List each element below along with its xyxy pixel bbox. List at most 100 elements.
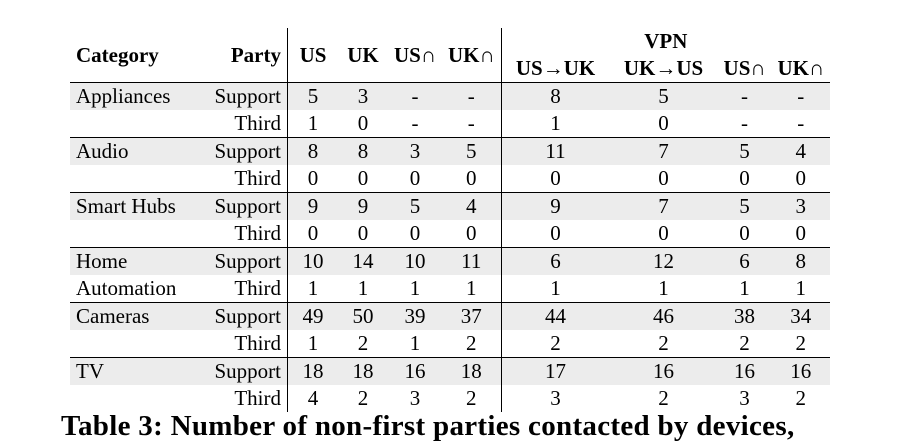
cell-value: - [388, 82, 442, 110]
header-vpn-us-intersection: US∩ [723, 56, 766, 80]
cell-value: - [797, 111, 805, 135]
table-row: Cameras Support 49 50 39 37 44 46 38 34 [70, 302, 831, 330]
table-row: Home Support 10 14 10 11 6 12 6 8 [70, 247, 831, 275]
cell-category: Cameras [70, 302, 197, 330]
cell-category [70, 110, 197, 138]
cell-value: 0 [357, 111, 369, 135]
cell-value: 5 [717, 137, 772, 165]
cell-value: 9 [500, 192, 610, 220]
cell-party: Third [234, 386, 281, 410]
cell-category: TV [70, 357, 197, 385]
cell-value: 5 [441, 137, 502, 165]
cell-value: 0 [795, 166, 807, 190]
cell-category: Audio [70, 137, 197, 165]
cell-value: 0 [287, 220, 338, 248]
cell-value: 0 [658, 221, 669, 245]
cell-value: 1 [409, 276, 421, 300]
cell-value: 9 [338, 192, 388, 220]
cell-value: 2 [357, 386, 369, 410]
cell-value: 0 [466, 166, 477, 190]
cell-value: 5 [717, 192, 772, 220]
cell-value: 18 [287, 357, 338, 385]
cell-value: 0 [466, 221, 477, 245]
cell-category [70, 165, 197, 193]
cell-value: 5 [609, 82, 718, 110]
cell-value: 6 [500, 247, 610, 275]
cell-value: 2 [466, 386, 477, 410]
cell-value: 38 [717, 302, 772, 330]
results-table: Category Party US UK US∩ UK∩ VPN US→UK U… [70, 28, 831, 412]
table-row: Third 1 2 1 2 2 2 2 2 [70, 330, 830, 358]
cell-value: 16 [609, 357, 718, 385]
cell-value: 1 [409, 331, 421, 355]
cell-category: Smart Hubs [70, 192, 197, 220]
cell-value: 0 [500, 220, 610, 248]
header-vpn-uk-intersection: UK∩ [777, 56, 825, 80]
table-row: Automation Third 1 1 1 1 1 1 1 1 [70, 275, 830, 303]
cell-category [70, 385, 197, 412]
cell-value: 17 [500, 357, 610, 385]
cell-value: 1 [287, 110, 338, 138]
cell-value: 3 [388, 137, 442, 165]
table-row: Third 1 0- -1 0- - [70, 110, 830, 138]
cell-value: 5 [287, 82, 338, 110]
cell-party: Third [234, 331, 281, 355]
cell-value: 2 [795, 386, 807, 410]
cell-value: 50 [338, 302, 388, 330]
cell-value: 16 [771, 357, 831, 385]
cell-value: 8 [500, 82, 610, 110]
cell-party: Support [197, 357, 288, 385]
header-vpn: VPN [500, 28, 831, 55]
cell-value: 0 [795, 221, 807, 245]
cell-value: 0 [658, 166, 669, 190]
table-caption: Table 3: Number of non-first parties con… [61, 410, 795, 442]
cell-party: Third [234, 166, 281, 190]
cell-value: 16 [388, 357, 442, 385]
cell-value: 44 [500, 302, 610, 330]
cell-value: 18 [441, 357, 502, 385]
table-row: Third 0 0 0 0 0 0 0 0 [70, 220, 830, 248]
cell-value: 1 [500, 275, 610, 303]
cell-value: 34 [771, 302, 831, 330]
cell-value: - [741, 111, 749, 135]
cell-value: 4 [287, 385, 338, 412]
cell-value: 12 [609, 247, 718, 275]
cell-value: 16 [717, 357, 772, 385]
cell-value: 8 [287, 137, 338, 165]
cell-value: 39 [388, 302, 442, 330]
cell-value: 0 [658, 111, 669, 135]
cell-value: 37 [441, 302, 502, 330]
cell-party: Support [197, 192, 288, 220]
header-category: Category [76, 42, 159, 67]
cell-value: 0 [357, 166, 369, 190]
cell-value: 1 [658, 276, 669, 300]
header-uk-intersection: UK∩ [447, 42, 495, 67]
cell-value: 2 [795, 331, 807, 355]
cell-value: 2 [500, 330, 610, 358]
cell-value: 1 [500, 110, 610, 138]
header-us-intersection: US∩ [394, 42, 436, 67]
cell-category [70, 330, 197, 358]
cell-category: Appliances [70, 82, 197, 110]
cell-value: 7 [609, 192, 718, 220]
cell-value: 14 [338, 247, 388, 275]
cell-value: 8 [771, 247, 831, 275]
cell-value: 2 [739, 331, 750, 355]
cell-value: - [467, 111, 475, 135]
cell-value: 7 [609, 137, 718, 165]
cell-value: 3 [739, 386, 750, 410]
cell-party: Support [197, 302, 288, 330]
table-row: Appliances Support 5 3- -8 5- - [70, 82, 831, 110]
cell-value: 46 [609, 302, 718, 330]
cell-party: Third [234, 111, 281, 135]
cell-value: 4 [441, 192, 502, 220]
cell-value: 0 [357, 221, 369, 245]
cell-value: 3 [338, 82, 388, 110]
cell-value: 0 [739, 166, 750, 190]
cell-value: 11 [500, 137, 610, 165]
cell-value: 0 [739, 221, 750, 245]
cell-value: 0 [500, 165, 610, 193]
cell-value: 11 [441, 247, 502, 275]
cell-value: 1 [795, 276, 807, 300]
table-body: Appliances Support 5 3- -8 5- - Third 1 0- -1 0- - Au… [70, 82, 831, 412]
